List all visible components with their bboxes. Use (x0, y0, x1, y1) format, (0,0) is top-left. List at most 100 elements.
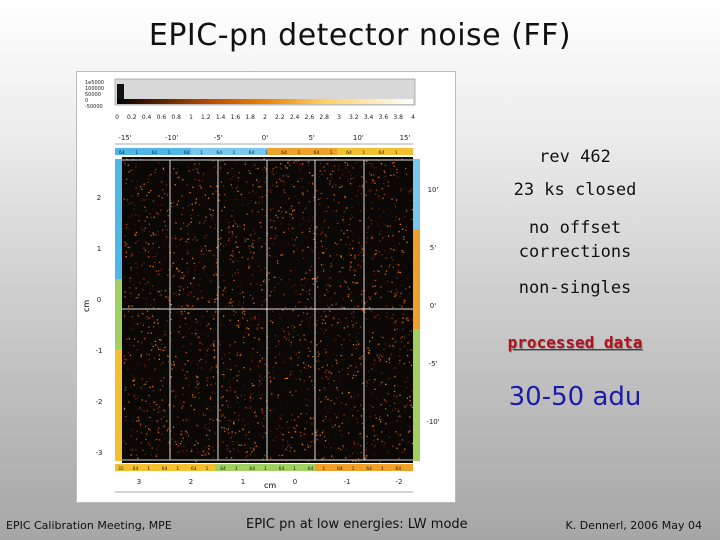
top-strip-number: 64 (281, 150, 287, 156)
right-arcmin-tick: 0' (430, 302, 436, 310)
top-strip-number: 64 (346, 150, 352, 156)
left-cm-tick: 2 (97, 194, 101, 202)
colorbar-tick: 0 (115, 114, 119, 121)
footer-right: K. Dennerl, 2006 May 04 (565, 519, 702, 532)
top-strip-number: 1 (297, 150, 300, 156)
colorbar-tick: 2.8 (319, 114, 329, 121)
bottom-cm-tick: -2 (396, 478, 403, 486)
right-arcmin-tick: 10' (428, 186, 439, 194)
right-arcmin-tick: -10' (426, 418, 439, 426)
colorbar-tick: 2.2 (275, 114, 285, 121)
bottom-strip-number: 1 (293, 466, 296, 472)
colorbar-tick: 4 (411, 114, 415, 121)
bottom-cm-tick: 1 (241, 478, 245, 486)
right-arcmin-tick: -5' (429, 360, 438, 368)
left-axis-label: cm (82, 300, 91, 312)
top-strip-number: 1 (168, 150, 171, 156)
colorbar-tick: 3.8 (393, 114, 403, 121)
note-rev: rev 462 (539, 147, 611, 167)
left-cm-tick: 1 (97, 245, 101, 253)
top-arcmin-tick: 15' (400, 134, 411, 142)
bottom-strip-number: 64 (337, 466, 343, 472)
bottom-strip-number: 64 (162, 466, 168, 472)
colorbar-left-label: 1e5000 (85, 80, 104, 86)
top-quadrant-strip (115, 148, 413, 155)
bottom-strip-number: 64 (249, 466, 255, 472)
bottom-strip-number: 1 (206, 466, 209, 472)
left-cm-tick: -3 (96, 449, 103, 457)
bottom-strip-number: 64 (191, 466, 197, 472)
bottom-strip-number: 1 (176, 466, 179, 472)
right-quadrant-strip (413, 159, 420, 461)
colorbar-tick: 3 (337, 114, 341, 121)
top-strip-number: 64 (379, 150, 385, 156)
colorbar-tick: 3.2 (349, 114, 359, 121)
detector-noise-image: 1e5000 100000 50000 0 -50000 0 0.2 0.4 0.6 0.8 1 1… (76, 71, 456, 503)
note-processed: processed data (507, 333, 643, 352)
bottom-strip-number: 1 (235, 466, 238, 472)
top-arcmin-tick: -5' (214, 134, 223, 142)
top-strip-number: 1 (265, 150, 268, 156)
colorbar-tick: 1.6 (231, 114, 241, 121)
top-arcmin-tick: 5' (308, 134, 314, 142)
top-strip-number: 1 (135, 150, 138, 156)
top-strip-number: 1 (395, 150, 398, 156)
colorbar-tick: 1.4 (216, 114, 226, 121)
bottom-strip-number: 32 (118, 466, 124, 472)
top-strip-number: 1 (200, 150, 203, 156)
colorbar-tick: 0.6 (157, 114, 167, 121)
bottom-strip-number: 64 (308, 466, 314, 472)
bottom-strip-number: 1 (381, 466, 384, 472)
top-arcmin-tick: -15' (118, 134, 131, 142)
colorbar-tick: 2.6 (305, 114, 315, 121)
note-exposure: 23 ks closed (513, 180, 637, 200)
left-quadrant-strip (115, 159, 122, 461)
top-strip-number: 64 (216, 150, 222, 156)
top-strip-number: 64 (314, 150, 320, 156)
colorbar-left-label: 100000 (85, 86, 104, 92)
top-strip-number: 64 (151, 150, 157, 156)
colorbar-tick: 0.8 (171, 114, 181, 121)
top-strip-number: 1 (330, 150, 333, 156)
colorbar-left-label: 0 (85, 98, 88, 104)
color-bar (114, 78, 416, 106)
top-strip-number: 1 (233, 150, 236, 156)
bottom-strip-number: 64 (220, 466, 226, 472)
left-cm-tick: -2 (96, 398, 103, 406)
bottom-strip-number: 64 (395, 466, 401, 472)
top-strip-number: 64 (184, 150, 190, 156)
note-singles: non-singles (518, 278, 632, 298)
colorbar-left-label: -50000 (85, 104, 103, 110)
note-offset: no offset corrections (518, 218, 632, 262)
top-arcmin-tick: -10' (165, 134, 178, 142)
colorbar-tick: 1.2 (201, 114, 211, 121)
colorbar-tick: 1.8 (245, 114, 255, 121)
bottom-cm-tick: -1 (344, 478, 351, 486)
bottom-cm-tick: 2 (189, 478, 193, 486)
right-arcmin-tick: 5' (430, 244, 436, 252)
bottom-cm-tick: 0 (293, 478, 297, 486)
top-strip-number: 64 (119, 150, 125, 156)
bottom-strip-number: 64 (366, 466, 372, 472)
footer-left: EPIC Calibration Meeting, MPE (6, 519, 172, 532)
note-range: 30-50 adu (508, 382, 642, 412)
bottom-strip-number: 1 (264, 466, 267, 472)
bottom-strip-number: 1 (147, 466, 150, 472)
footer-center: EPIC pn at low energies: LW mode (246, 517, 468, 532)
left-cm-tick: -1 (96, 347, 103, 355)
colorbar-tick: 1 (189, 114, 193, 121)
top-arcmin-tick: 10' (353, 134, 364, 142)
colorbar-tick: 0.4 (142, 114, 152, 121)
bottom-strip-number: 64 (133, 466, 139, 472)
bottom-strip-number: 1 (352, 466, 355, 472)
bottom-cm-tick: 3 (137, 478, 141, 486)
colorbar-left-label: 50000 (85, 92, 101, 98)
bottom-quadrant-strip (115, 464, 413, 471)
colorbar-tick: 2 (263, 114, 267, 121)
top-arcmin-tick: 0' (262, 134, 268, 142)
colorbar-tick: 0.2 (127, 114, 137, 121)
colorbar-tick: 3.6 (379, 114, 389, 121)
left-cm-tick: 0 (97, 296, 101, 304)
colorbar-tick: 3.4 (364, 114, 374, 121)
slide-title: EPIC-pn detector noise (FF) (148, 18, 572, 53)
